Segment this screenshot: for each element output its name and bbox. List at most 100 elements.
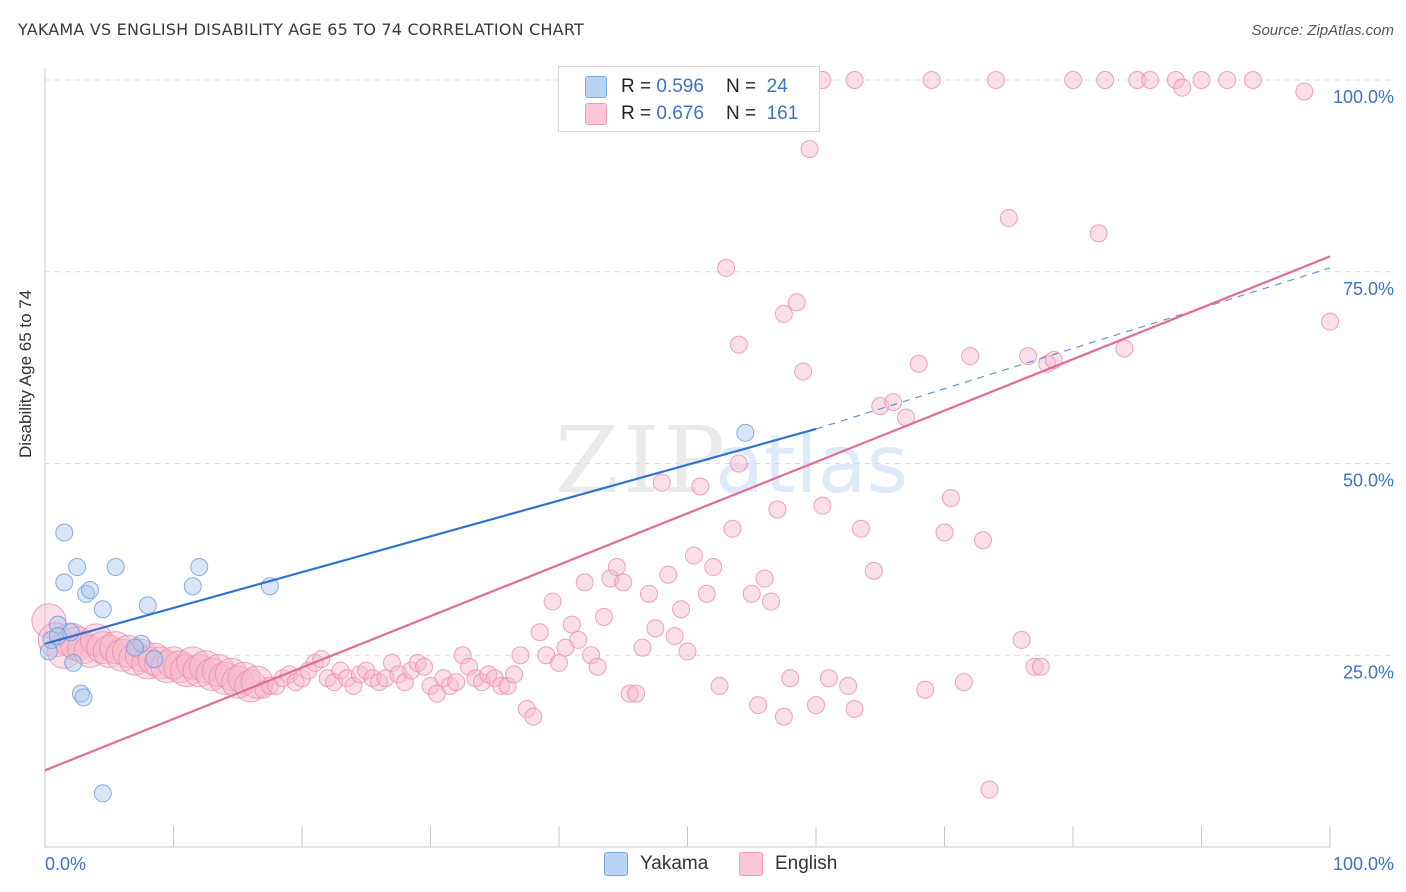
english-point [1064, 71, 1082, 89]
english-point [665, 627, 684, 646]
english-point [208, 661, 242, 695]
english-point [742, 584, 761, 603]
english-point [588, 657, 607, 676]
yakama-point [125, 638, 144, 657]
english-point [357, 661, 376, 680]
yakama-point [55, 523, 74, 542]
english-point [774, 707, 793, 726]
bottom-legend: Yakama English [0, 852, 1406, 876]
english-point [492, 676, 511, 695]
english-point [1243, 71, 1262, 89]
english-point [845, 71, 864, 89]
english-point [1031, 657, 1050, 676]
x-tick-label: 100.0% [1333, 854, 1394, 874]
english-point [639, 584, 658, 603]
english-point [86, 631, 120, 665]
english-point [922, 71, 941, 89]
english-point [864, 561, 883, 580]
english-point [762, 592, 781, 611]
legend-r-label: R = [621, 103, 652, 124]
english-point [550, 653, 568, 672]
english-point [954, 673, 973, 692]
bottom-legend-english-label: English [775, 853, 838, 874]
english-point [845, 699, 864, 718]
english-point [415, 657, 434, 676]
english-point [839, 676, 858, 695]
yakama-swatch [604, 852, 628, 876]
english-point [729, 335, 748, 354]
english-point [1115, 339, 1134, 358]
yakama-point [64, 653, 83, 672]
yakama-point [183, 577, 202, 596]
english-point [909, 354, 928, 373]
english-point [684, 546, 703, 565]
english-point [691, 477, 710, 496]
bottom-legend-yakama-label: Yakama [640, 853, 709, 874]
legend-r-value-yakama: 0.596 [656, 76, 704, 97]
english-point [607, 558, 626, 577]
english-point [447, 673, 466, 692]
source-label: Source: ZipAtlas.com [1251, 22, 1394, 39]
english-point [678, 642, 697, 661]
english-point [704, 558, 723, 577]
chart-title: YAKAMA VS ENGLISH DISABILITY AGE 65 TO 7… [18, 20, 584, 39]
english-point [517, 699, 536, 718]
yakama-point [80, 581, 99, 600]
english-point [851, 519, 870, 538]
english-point [980, 780, 999, 799]
english-point [498, 676, 517, 695]
yakama-point [93, 600, 112, 619]
english-point [240, 665, 274, 699]
yakama-trendline [44, 427, 817, 645]
english-point [800, 140, 819, 159]
english-point [382, 653, 401, 672]
english-point [614, 573, 633, 592]
english-point [395, 673, 414, 692]
watermark-zip: ZIP [555, 407, 729, 514]
english-point [717, 258, 736, 277]
english-point [1128, 71, 1147, 89]
english-point [594, 607, 613, 626]
english-point [543, 592, 562, 611]
english-point [524, 707, 543, 726]
english-point [941, 489, 960, 508]
english-point [1166, 71, 1185, 89]
trendlines [44, 255, 1331, 772]
english-point [562, 615, 581, 634]
english-point [1295, 82, 1314, 101]
english-point [787, 293, 806, 312]
english-point [1321, 312, 1339, 331]
yakama-point [190, 558, 209, 577]
english-point [582, 646, 601, 665]
english-point [819, 669, 838, 688]
english-point [92, 634, 126, 668]
yakama-swatch [585, 76, 607, 98]
bottom-legend-yakama: Yakama [604, 852, 708, 876]
y-tick-label: 75.0% [1343, 279, 1394, 299]
bottom-legend-english: English [739, 852, 837, 876]
english-point [723, 519, 742, 538]
english-point [781, 669, 800, 688]
yakama-point [93, 784, 112, 803]
english-swatch [739, 852, 763, 876]
english-point [935, 523, 954, 542]
english-point [293, 669, 311, 688]
english-trendline [44, 255, 1331, 772]
english-point [1025, 657, 1044, 676]
english-point [794, 362, 813, 381]
english-point [453, 646, 472, 665]
y-tick-label: 100.0% [1333, 87, 1394, 107]
english-point [916, 680, 935, 699]
english-point [672, 600, 691, 619]
english-point [1141, 71, 1160, 89]
english-point [774, 304, 793, 323]
axes [44, 68, 1331, 848]
english-point [331, 661, 350, 680]
english-swatch [585, 103, 607, 125]
english-point [633, 638, 652, 657]
english-point [620, 684, 639, 703]
legend-row-yakama: R = 0.596 N = 24 [585, 75, 788, 99]
english-point [1096, 71, 1115, 89]
legend-n-label: N = [725, 76, 757, 97]
legend-r-label: R = [621, 76, 652, 97]
